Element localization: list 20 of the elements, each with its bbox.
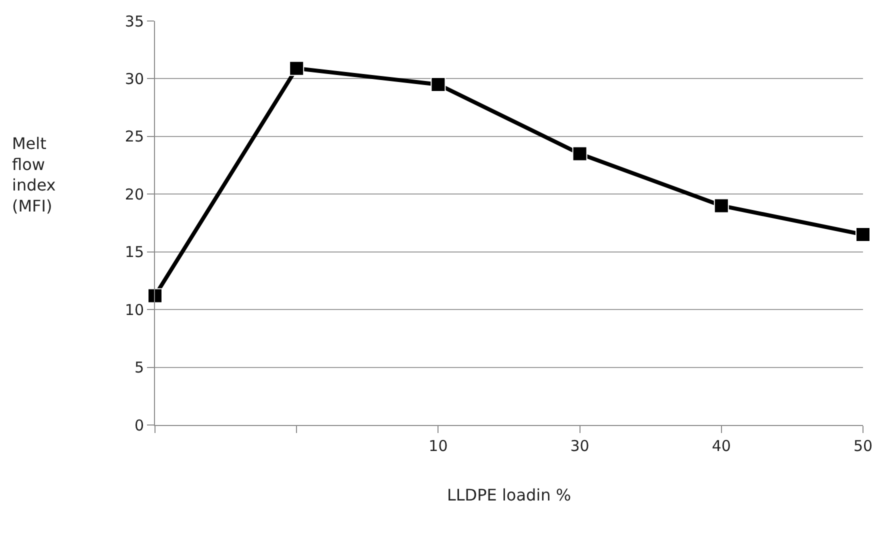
point (289, 60, 304, 76)
y-tick-label: 30 (124, 70, 144, 88)
x-tick-label: 30 (570, 437, 590, 455)
x-tick-label: 40 (712, 437, 731, 455)
point (856, 227, 870, 242)
point (714, 198, 729, 214)
y-tick-label: 25 (124, 128, 144, 146)
x-tick-label: 10 (428, 437, 448, 455)
x-tick-label: 50 (853, 437, 873, 455)
y-tick-label: 10 (124, 300, 144, 319)
y-tick-label: 5 (134, 358, 144, 377)
y-tick-label: 35 (124, 12, 144, 30)
y-tick-label: 15 (124, 243, 144, 262)
y-tick-label: 20 (124, 185, 144, 204)
point (148, 288, 162, 304)
y-axis-title: Melt flow index (MFI) (12, 134, 56, 216)
y-tick-label: 0 (134, 416, 144, 434)
point (572, 146, 588, 162)
x-axis-title: LLDPE loadin % (446, 486, 572, 505)
point (430, 76, 446, 92)
